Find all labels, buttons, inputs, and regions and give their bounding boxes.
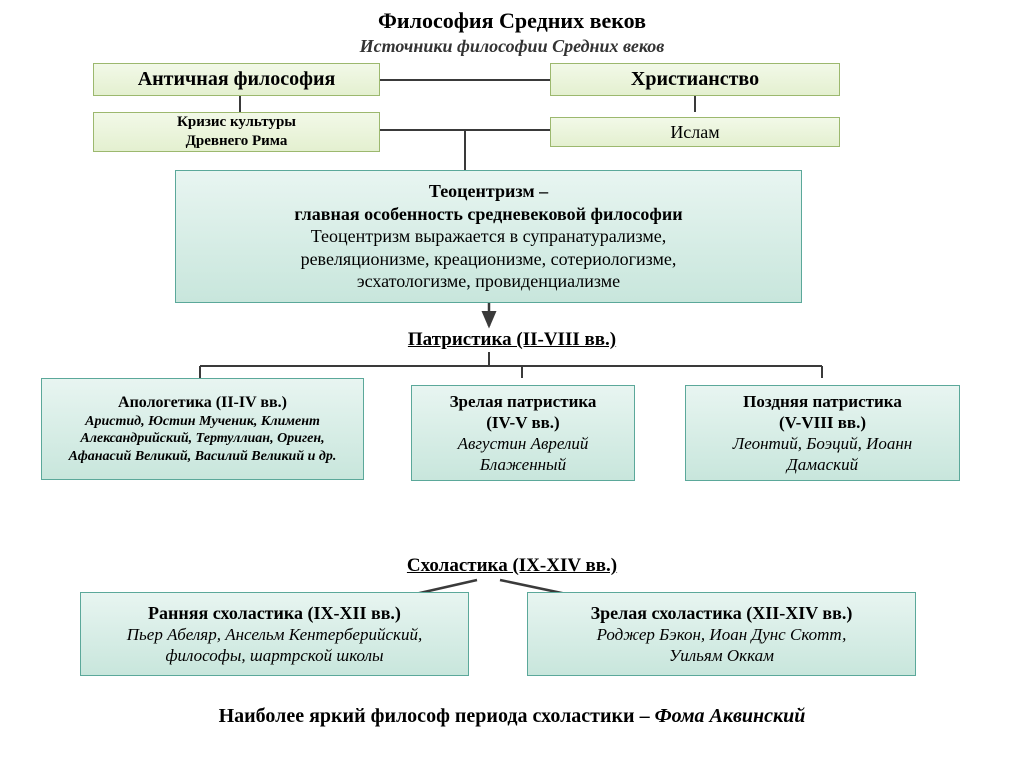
d1: Роджер Бэкон, Иоан Дунс Скотт, [597, 624, 847, 645]
box-theocentrism: Теоцентризм – главная особенность средне… [175, 170, 802, 303]
d3: Афанасий Великий, Василий Великий и др. [69, 448, 337, 466]
box-apologetics: Апологетика (II-IV вв.) Аристид, Юстин М… [41, 378, 364, 480]
d1: Пьер Абеляр, Ансельм Кентерберийский, [127, 624, 422, 645]
d1: Леонтий, Боэций, Иоанн [733, 433, 913, 454]
t: Апологетика (II-IV вв.) [118, 393, 287, 413]
footer-philosopher: Фома Аквинский [655, 705, 806, 727]
label: Античная философия [138, 67, 336, 92]
theo-l5: эсхатологизме, провиденциализме [357, 270, 620, 293]
box-christianity: Христианство [550, 63, 840, 96]
t: Зрелая патристика [450, 391, 597, 412]
d2: Александрийский, Тертуллиан, Ориген, [80, 430, 324, 448]
label-patristics: Патристика (II-VIII вв.) [0, 329, 1024, 351]
box-antique-philosophy: Античная философия [93, 63, 380, 96]
d1: Аристид, Юстин Мученик, Климент [85, 413, 320, 431]
label-l1: Кризис культуры [177, 113, 296, 132]
label: Христианство [631, 67, 759, 92]
box-late-patristics: Поздняя патристика (V-VIII вв.) Леонтий,… [685, 385, 960, 481]
t2: (IV-V вв.) [486, 412, 559, 433]
box-mature-scholastics: Зрелая схоластика (XII-XIV вв.) Роджер Б… [527, 592, 916, 676]
d2: Блаженный [480, 454, 566, 475]
d1: Августин Аврелий [458, 433, 589, 454]
d2: Дамаский [787, 454, 858, 475]
t: Ранняя схоластика (IX-XII вв.) [148, 602, 401, 625]
footer-prefix: Наиболее яркий философ периода схоластик… [219, 705, 655, 727]
footer-text: Наиболее яркий философ периода схоластик… [0, 705, 1024, 728]
box-mature-patristics: Зрелая патристика (IV-V вв.) Августин Ав… [411, 385, 635, 481]
box-crisis-rome: Кризис культуры Древнего Рима [93, 112, 380, 152]
t: Поздняя патристика [743, 391, 902, 412]
t2: (V-VIII вв.) [779, 412, 866, 433]
theo-l3: Теоцентризм выражается в супранатурализм… [311, 225, 667, 248]
page-title: Философия Средних веков [0, 0, 1024, 34]
box-early-scholastics: Ранняя схоластика (IX-XII вв.) Пьер Абел… [80, 592, 469, 676]
theo-l1: Теоцентризм – [429, 181, 548, 201]
t: Зрелая схоластика (XII-XIV вв.) [591, 602, 853, 625]
label: Ислам [670, 121, 719, 144]
d2: Уильям Оккам [669, 645, 774, 666]
d2: философы, шартрской школы [165, 645, 383, 666]
theo-l4: ревеляционизме, креационизме, сотериолог… [301, 248, 677, 271]
box-islam: Ислам [550, 117, 840, 147]
label-scholastics: Схоластика (IX-XIV вв.) [0, 555, 1024, 577]
page-subtitle: Источники философии Средних веков [0, 34, 1024, 61]
label-l2: Древнего Рима [186, 132, 288, 151]
theo-l2: главная особенность средневековой филосо… [294, 203, 682, 226]
